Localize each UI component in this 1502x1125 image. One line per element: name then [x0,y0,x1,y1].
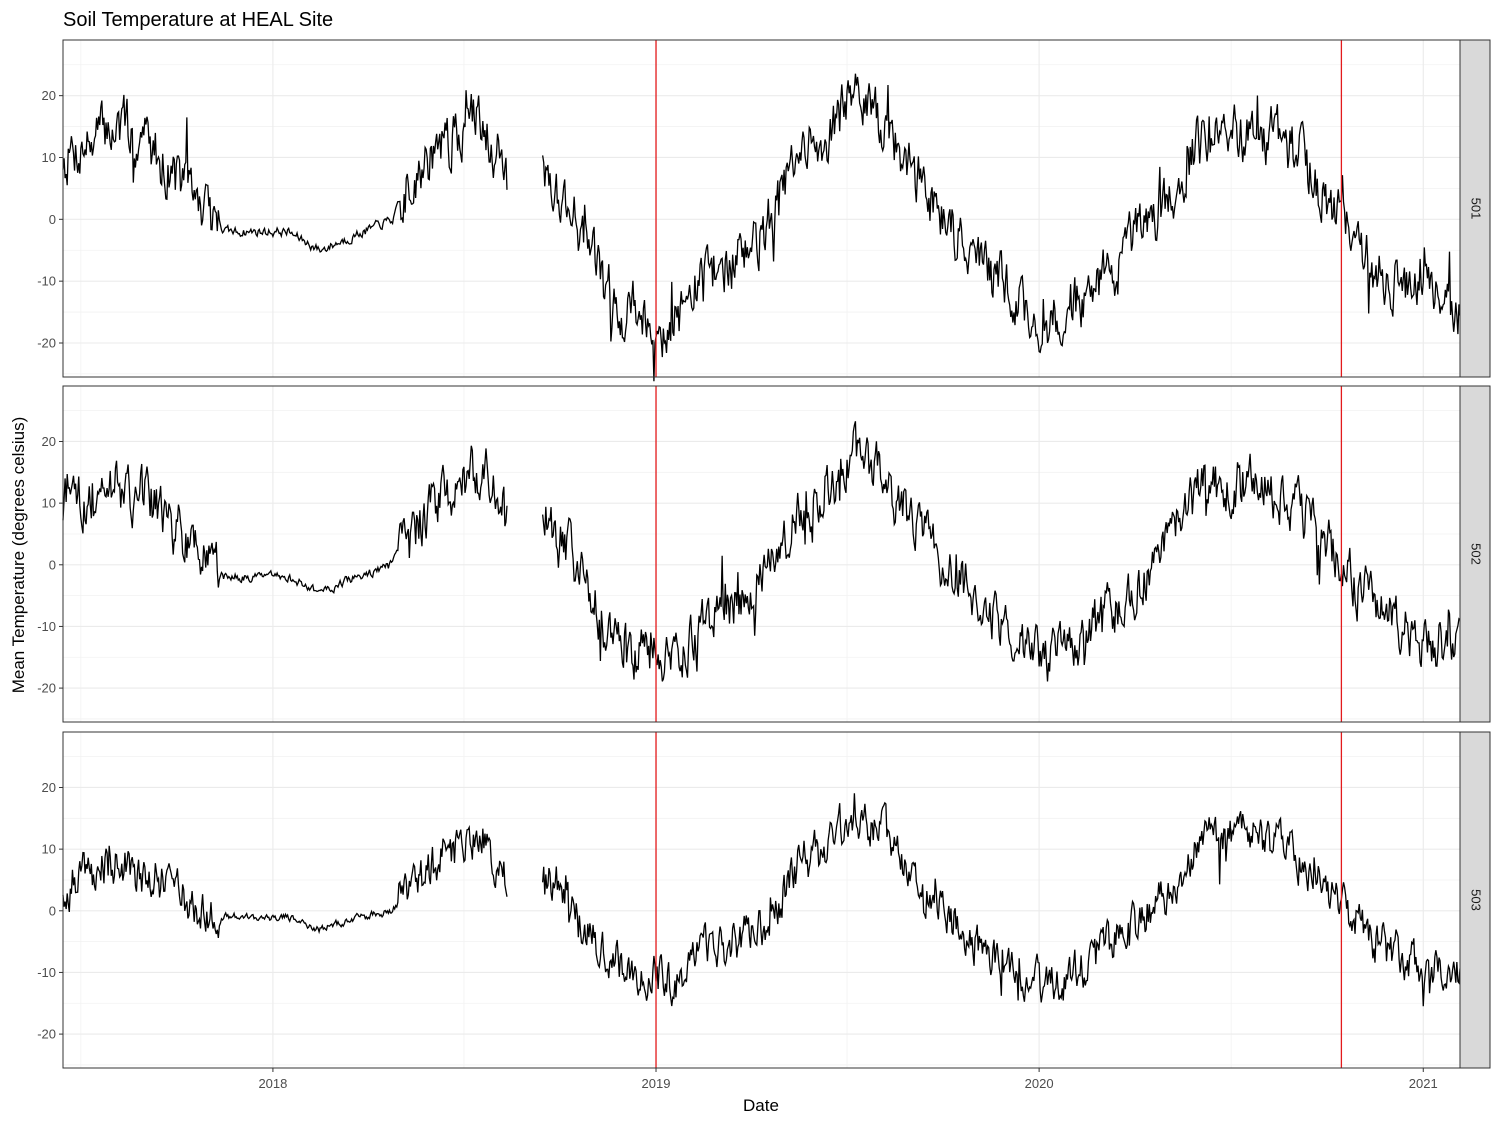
temperature-line-segment [62,90,508,253]
facet-panel-501: 501 -20 -10 0 10 20 [37,39,1491,382]
temperature-line-segment [62,824,508,939]
y-tick-label: 0 [49,557,56,572]
facet-strip-label: 503 [1469,889,1484,911]
facet-strip [1459,39,1491,378]
facet-panels: 501 -20 -10 0 10 20 502 -20 -10 0 10 20 503 -20 -10 0 10… [37,39,1491,1069]
x-tick-label: 2020 [1025,1076,1054,1091]
temperature-line-segment [542,793,1461,1007]
y-tick-label: 20 [42,434,56,449]
facet-strip [1459,385,1491,723]
temperature-line-segment [542,73,1461,382]
x-tick-label: 2019 [642,1076,671,1091]
facet-strip-label: 501 [1469,198,1484,220]
y-tick-label: 0 [49,212,56,227]
x-axis-title: Date [743,1096,779,1115]
y-tick-label: 20 [42,780,56,795]
y-tick-label: 10 [42,842,56,857]
x-tick-label: 2021 [1409,1076,1438,1091]
temperature-line-segment [62,445,508,594]
y-tick-label: -10 [37,619,56,634]
x-axis-ticks: 2018 2019 2020 2021 [258,1068,1438,1091]
y-tick-label: 0 [49,903,56,918]
facet-strip-label: 502 [1469,543,1484,565]
y-tick-label: -20 [37,681,56,696]
y-tick-label: 10 [42,150,56,165]
y-tick-label: -20 [37,335,56,350]
y-tick-label: -20 [37,1027,56,1042]
y-axis-title: Mean Temperature (degrees celsius) [9,417,28,694]
temperature-line-segment [542,421,1461,682]
facet-panel-503: 503 -20 -10 0 10 20 [37,731,1491,1069]
y-tick-label: 10 [42,496,56,511]
facet-strip [1459,731,1491,1069]
x-tick-label: 2018 [258,1076,287,1091]
y-tick-label: 20 [42,88,56,103]
y-tick-label: -10 [37,965,56,980]
y-tick-label: -10 [37,274,56,289]
facet-panel-502: 502 -20 -10 0 10 20 [37,385,1491,723]
chart-title: Soil Temperature at HEAL Site [63,9,333,31]
